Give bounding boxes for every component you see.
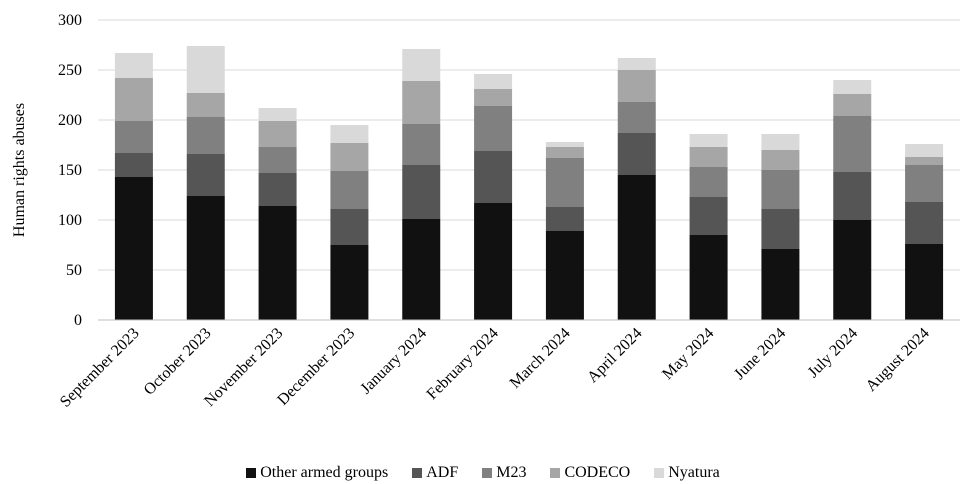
bar-segment	[689, 197, 728, 235]
bar-segment	[689, 167, 728, 197]
bar-segment	[186, 93, 225, 117]
legend-swatch	[246, 468, 257, 478]
x-tick-label: January 2024	[357, 325, 430, 398]
y-tick-label: 250	[58, 62, 82, 79]
bar-segment	[474, 74, 513, 89]
bar-segment	[905, 202, 944, 244]
bar-segment	[186, 154, 225, 196]
bar-segment	[402, 49, 441, 81]
bar-segment	[330, 143, 369, 171]
bar-segment	[905, 144, 944, 157]
x-tick-label: July 2024	[805, 325, 861, 381]
bar-segment	[689, 134, 728, 147]
y-tick-label: 300	[58, 12, 82, 29]
bar-segment	[545, 142, 584, 147]
bar-segment	[545, 147, 584, 158]
bar-segment	[330, 245, 369, 320]
x-tick-label: March 2024	[507, 325, 574, 392]
legend-item: CODECO	[550, 464, 630, 482]
legend-swatch	[654, 468, 665, 478]
bar-segment	[330, 171, 369, 209]
bar-segment	[545, 231, 584, 320]
bar-segment	[833, 80, 872, 94]
x-tick-label: February 2024	[424, 325, 502, 403]
legend-label: Nyatura	[668, 464, 720, 481]
bar-segment	[114, 121, 153, 153]
bar-segment	[330, 125, 369, 143]
y-axis-label: Human rights abuses	[11, 103, 28, 237]
bar-segment	[402, 219, 441, 320]
gridlines	[98, 19, 960, 271]
bar-segment	[114, 78, 153, 121]
legend-label: M23	[496, 464, 527, 481]
bar-segment	[833, 116, 872, 172]
bar-segment	[402, 124, 441, 165]
bar-segment	[617, 70, 656, 102]
bar-segment	[833, 172, 872, 220]
bar-segment	[617, 133, 656, 175]
bar-segment	[402, 81, 441, 124]
bar-segment	[186, 46, 225, 93]
y-tick-label: 50	[66, 262, 82, 279]
bar-segment	[905, 157, 944, 165]
legend-label: ADF	[426, 464, 459, 481]
bar-segment	[258, 206, 297, 320]
bar-segment	[474, 106, 513, 151]
bar-segment	[761, 170, 800, 209]
legend-item: Other armed groups	[246, 464, 388, 482]
bar-segment	[833, 94, 872, 116]
bars	[114, 46, 944, 320]
bar-segment	[617, 102, 656, 133]
bar-segment	[905, 165, 944, 202]
x-tick-label: June 2024	[731, 325, 789, 383]
y-tick-label: 100	[58, 212, 82, 229]
bar-segment	[186, 196, 225, 320]
legend-swatch	[550, 468, 561, 478]
y-tick-label: 0	[74, 312, 82, 329]
bar-segment	[474, 203, 513, 320]
bar-segment	[474, 89, 513, 106]
bar-segment	[833, 220, 872, 320]
legend: Other armed groups ADF M23 CODECO Nyatura	[0, 462, 966, 484]
bar-segment	[905, 244, 944, 320]
bar-segment	[114, 53, 153, 78]
bar-segment	[761, 150, 800, 170]
y-tick-label: 150	[58, 162, 82, 179]
x-tick-label: October 2023	[141, 325, 215, 399]
bar-segment	[114, 177, 153, 320]
legend-label: CODECO	[564, 464, 631, 481]
bar-segment	[689, 235, 728, 320]
bar-segment	[258, 147, 297, 173]
bar-segment	[114, 153, 153, 177]
legend-label: Other armed groups	[260, 464, 389, 481]
legend-item: Nyatura	[654, 464, 720, 482]
bar-segment	[474, 151, 513, 203]
x-tick-label: September 2023	[57, 325, 143, 411]
bar-segment	[761, 134, 800, 150]
legend-item: M23	[482, 464, 526, 482]
bar-segment	[186, 117, 225, 154]
bar-segment	[761, 209, 800, 249]
x-tick-label: May 2024	[659, 325, 717, 383]
bar-segment	[258, 108, 297, 121]
legend-item: ADF	[412, 464, 458, 482]
bar-segment	[761, 249, 800, 320]
bar-segment	[545, 207, 584, 231]
x-tick-label: August 2024	[863, 325, 933, 395]
legend-swatch	[482, 468, 493, 478]
y-tick-label: 200	[58, 112, 82, 129]
bar-segment	[545, 158, 584, 207]
bar-segment	[689, 147, 728, 167]
x-tick-label: April 2024	[584, 325, 645, 386]
bar-segment	[258, 173, 297, 206]
x-tick-label: December 2023	[274, 325, 358, 409]
bar-segment	[330, 209, 369, 245]
bar-segment	[617, 58, 656, 70]
stacked-bar-chart: 0 50 100 150 200 250 300 September 2023October …	[11, 12, 960, 411]
bar-segment	[617, 175, 656, 320]
bar-segment	[402, 165, 441, 219]
bar-segment	[258, 121, 297, 147]
legend-swatch	[412, 468, 423, 478]
